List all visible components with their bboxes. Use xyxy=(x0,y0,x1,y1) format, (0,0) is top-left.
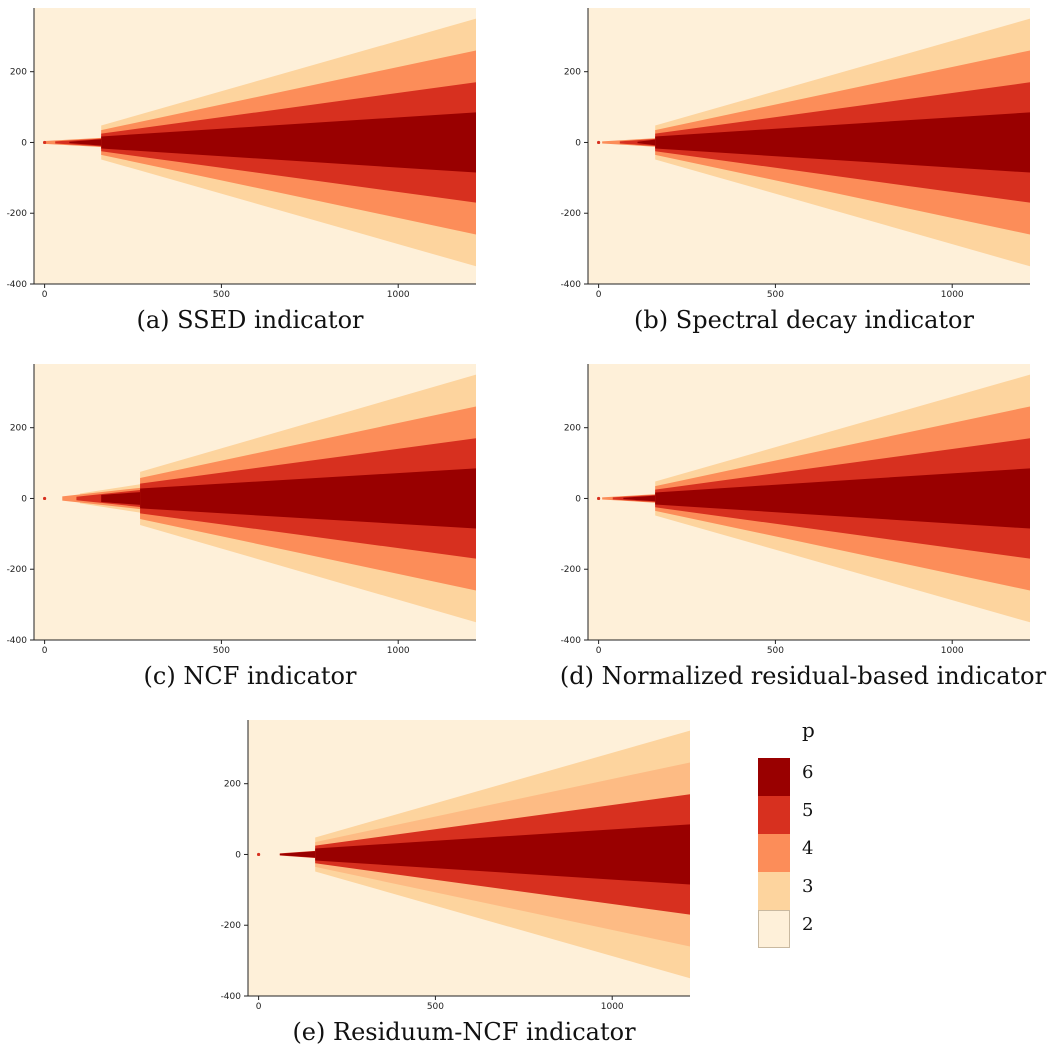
region-p6-7 xyxy=(140,468,476,529)
y-tick-label: -200 xyxy=(561,209,582,219)
caption-c: (c) NCF indicator xyxy=(143,662,357,690)
y-tick-label: -200 xyxy=(7,209,28,219)
x-tick-label: 500 xyxy=(427,1002,444,1012)
region-p6-6 xyxy=(101,112,477,173)
y-tick-label: 200 xyxy=(10,424,27,434)
y-tick-label: -400 xyxy=(221,992,242,1002)
region-p6-5 xyxy=(315,824,690,885)
region-p6-6 xyxy=(101,492,141,505)
region-p6-4 xyxy=(279,851,316,858)
color-legend: p 6 5 4 3 2 xyxy=(756,718,876,948)
y-tick-label: -200 xyxy=(7,565,28,575)
chart-panel-a: 0 500 1000 200 0 -200 -400 (a) SSED indicator xyxy=(0,0,500,340)
x-tick-label: 1000 xyxy=(387,646,410,656)
legend-label-p6: 6 xyxy=(802,762,814,783)
y-tick-label: -400 xyxy=(561,636,582,646)
y-tick-label: 200 xyxy=(224,780,241,790)
legend-swatch-p2 xyxy=(758,910,790,948)
heatmap-plot-d: 0 500 1000 200 0 -200 -400 xyxy=(561,364,1030,656)
legend-label-p3: 3 xyxy=(802,876,814,897)
caption-d: (d) Normalized residual-based indicator xyxy=(559,662,1047,690)
legend-swatch-p3 xyxy=(758,872,790,910)
x-tick-label: 0 xyxy=(596,290,602,300)
x-tick-label: 500 xyxy=(213,646,230,656)
x-tick-label: 1000 xyxy=(941,646,964,656)
legend-swatch-p4 xyxy=(758,834,790,872)
legend-swatch-p6 xyxy=(758,758,790,796)
x-tick-label: 0 xyxy=(596,646,602,656)
heatmap-plot-c: 0 500 1000 200 0 -200 -400 xyxy=(7,364,476,656)
chart-panel-e: 0 500 1000 200 0 -200 -400 (e) Residuum-NCF in… xyxy=(214,712,714,1055)
y-tick-label: 200 xyxy=(564,68,581,78)
x-tick-label: 0 xyxy=(42,646,48,656)
caption-a: (a) SSED indicator xyxy=(136,306,364,334)
y-tick-label: 0 xyxy=(21,138,27,148)
y-tick-label: -200 xyxy=(221,921,242,931)
y-tick-label: 0 xyxy=(21,494,27,504)
region-p6-5 xyxy=(69,139,102,146)
heatmap-plot-e: 0 500 1000 200 0 -200 -400 xyxy=(221,720,690,1012)
x-tick-label: 500 xyxy=(767,290,784,300)
y-tick-label: 200 xyxy=(10,68,27,78)
x-tick-label: 1000 xyxy=(941,290,964,300)
region-p6-5 xyxy=(637,139,656,146)
caption-b: (b) Spectral decay indicator xyxy=(634,306,974,334)
legend-title: p xyxy=(802,718,815,742)
legend-swatch-p5 xyxy=(758,796,790,834)
y-tick-label: -400 xyxy=(7,280,28,290)
legend-label-p2: 2 xyxy=(802,914,814,935)
heatmap-plot-b: 0 500 1000 200 0 -200 -400 xyxy=(561,8,1030,300)
y-tick-label: -400 xyxy=(561,280,582,290)
region-p6-6 xyxy=(655,112,1030,173)
y-tick-label: -400 xyxy=(7,636,28,646)
y-tick-label: -200 xyxy=(561,565,582,575)
region-p6-6 xyxy=(655,468,1030,529)
region-p6-5 xyxy=(623,495,656,502)
source-point xyxy=(597,140,601,145)
legend-label-p5: 5 xyxy=(802,800,814,821)
x-tick-label: 0 xyxy=(42,290,48,300)
source-point xyxy=(43,140,47,145)
caption-e: (e) Residuum-NCF indicator xyxy=(292,1018,636,1046)
x-tick-label: 500 xyxy=(213,290,230,300)
legend-label-p4: 4 xyxy=(802,838,814,859)
source-point xyxy=(257,852,261,857)
chart-panel-b: 0 500 1000 200 0 -200 -400 (b) Spectral decay … xyxy=(554,0,1054,340)
y-tick-label: 0 xyxy=(575,494,581,504)
source-point xyxy=(597,496,601,501)
chart-panel-c: 0 500 1000 200 0 -200 -400 (c) NCF indicator xyxy=(0,356,500,696)
y-tick-label: 0 xyxy=(575,138,581,148)
chart-panel-d: 0 500 1000 200 0 -200 -400 (d) Normalized resi… xyxy=(554,356,1054,696)
y-tick-label: 200 xyxy=(564,424,581,434)
x-tick-label: 1000 xyxy=(601,1002,624,1012)
x-tick-label: 500 xyxy=(767,646,784,656)
x-tick-label: 1000 xyxy=(387,290,410,300)
x-tick-label: 0 xyxy=(256,1002,262,1012)
heatmap-plot-a: 0 500 1000 200 0 -200 -400 xyxy=(7,8,477,300)
y-tick-label: 0 xyxy=(235,850,241,860)
source-point xyxy=(43,496,47,501)
